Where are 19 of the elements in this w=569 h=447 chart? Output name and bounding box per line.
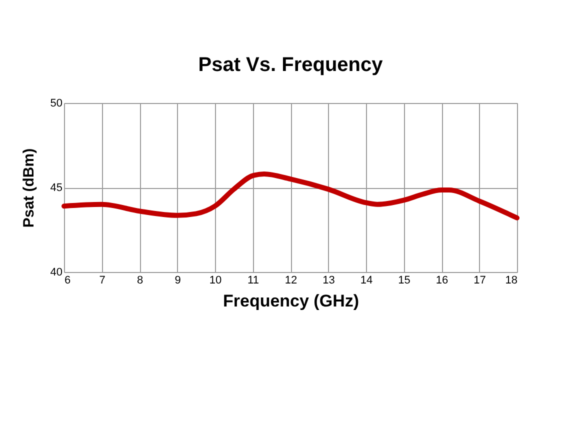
y-axis-title: Psat (dBm) [20,148,38,228]
x-tick-label: 17 [474,274,486,286]
x-tick-label: 10 [209,274,222,286]
x-tick-label: 8 [136,274,144,286]
x-tick-label: 13 [322,274,335,286]
x-tick-label: 9 [174,274,181,286]
x-tick-label: 12 [284,274,298,286]
x-tick-label: 14 [360,274,373,286]
x-tick-label: 15 [398,274,410,286]
chart-title: Psat Vs. Frequency [198,54,384,76]
x-tick-label: 16 [436,274,448,286]
y-tick-label: 40 [50,266,62,278]
x-tick-label: 6 [64,274,71,286]
y-tick-label: 50 [50,98,62,110]
x-tick-label: 18 [505,274,518,286]
x-tick-label: 11 [248,274,259,286]
y-tick-label: 45 [50,182,62,194]
x-tick-label: 7 [99,274,106,286]
x-axis-title: Frequency (GHz) [222,292,360,310]
